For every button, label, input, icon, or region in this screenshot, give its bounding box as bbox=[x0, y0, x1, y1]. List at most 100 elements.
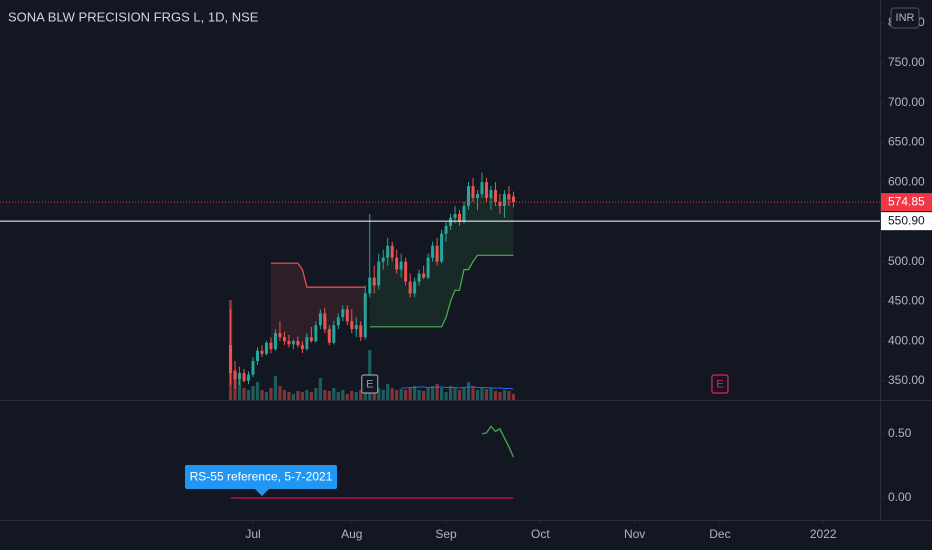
volume-bar bbox=[269, 388, 273, 400]
tooltip-text: RS-55 reference, 5-7-2021 bbox=[190, 470, 333, 484]
candle-body bbox=[341, 309, 345, 318]
candle-body bbox=[417, 273, 421, 282]
volume-bar bbox=[439, 388, 444, 400]
candle-body bbox=[282, 337, 286, 342]
volume-bar bbox=[471, 386, 475, 400]
volume-bar bbox=[350, 391, 354, 400]
volume-bar bbox=[291, 394, 296, 400]
candle-body bbox=[426, 257, 430, 278]
candle-body bbox=[444, 225, 448, 234]
volume-bar bbox=[390, 388, 394, 400]
candle-body bbox=[327, 329, 331, 343]
candle-body bbox=[238, 372, 242, 380]
candle-body bbox=[233, 371, 237, 380]
candle-body bbox=[309, 337, 313, 342]
candle-body bbox=[390, 245, 394, 258]
y-tick-label: 600.00 bbox=[888, 174, 925, 188]
volume-bar bbox=[498, 392, 502, 400]
volume-bar bbox=[444, 392, 448, 400]
candle-body bbox=[381, 257, 385, 262]
y-tick-label: 650.00 bbox=[888, 135, 925, 149]
earnings-label: E bbox=[716, 378, 723, 390]
volume-bar bbox=[341, 390, 345, 400]
candle-body bbox=[291, 341, 295, 345]
volume-bar bbox=[408, 388, 412, 400]
candle-body bbox=[484, 182, 488, 199]
price-label: 574.85 bbox=[888, 194, 925, 208]
volume-bar bbox=[332, 388, 336, 400]
volume-bar bbox=[480, 387, 484, 400]
candle-body bbox=[502, 194, 506, 206]
volume-bar bbox=[381, 390, 385, 400]
candle-body bbox=[300, 345, 304, 350]
y-tick-label: 500.00 bbox=[888, 254, 925, 268]
candle-body bbox=[269, 342, 273, 350]
volume-bar bbox=[354, 392, 358, 400]
candle-body bbox=[386, 245, 390, 258]
candle-body bbox=[404, 261, 408, 282]
y-tick-label: 400.00 bbox=[888, 333, 925, 347]
volume-bar bbox=[251, 386, 255, 400]
volume-bar bbox=[264, 392, 269, 400]
candle-body bbox=[273, 333, 277, 350]
candle-body bbox=[475, 194, 479, 199]
volume-bar bbox=[502, 390, 507, 400]
candle-body bbox=[278, 333, 282, 338]
x-tick-label: Oct bbox=[531, 527, 550, 541]
volume-bar bbox=[435, 384, 439, 400]
earnings-marker[interactable] bbox=[361, 374, 379, 394]
candle-body bbox=[345, 309, 349, 322]
volume-ma bbox=[401, 386, 514, 390]
candle-body bbox=[305, 337, 309, 350]
volume-bar bbox=[489, 388, 493, 400]
volume-bar bbox=[426, 388, 430, 400]
rs-line bbox=[481, 425, 515, 458]
volume-bar bbox=[359, 390, 363, 400]
volume-bar bbox=[462, 388, 466, 400]
candle-body bbox=[255, 350, 259, 362]
candle-body bbox=[467, 186, 471, 206]
volume-bar bbox=[309, 392, 313, 400]
volume-bar bbox=[377, 388, 381, 400]
candle-body bbox=[471, 186, 475, 199]
candle-body bbox=[336, 317, 340, 326]
candle-body bbox=[462, 205, 466, 222]
volume-bar bbox=[300, 392, 304, 400]
volume-bar bbox=[386, 384, 390, 400]
chart-title: SONA BLW PRECISION FRGS L, 1D, NSE bbox=[8, 9, 259, 24]
volume-bar bbox=[395, 390, 399, 400]
volume-bar bbox=[255, 382, 260, 400]
earnings-marker[interactable] bbox=[711, 374, 729, 394]
candle-body bbox=[247, 374, 251, 381]
candle-body bbox=[363, 293, 367, 338]
tooltip-box bbox=[185, 465, 337, 489]
y-tick-label: 450.00 bbox=[888, 294, 925, 308]
volume-bar bbox=[278, 386, 282, 400]
volume-bar bbox=[507, 391, 511, 400]
volume-bar bbox=[404, 390, 408, 400]
candle-body bbox=[323, 313, 327, 330]
candle-body bbox=[395, 257, 399, 270]
candle-body bbox=[507, 194, 511, 200]
volume-bar bbox=[413, 386, 417, 400]
volume-bar bbox=[453, 388, 457, 400]
price-label-box bbox=[881, 193, 932, 212]
candle-body bbox=[511, 196, 515, 203]
currency-box[interactable] bbox=[890, 7, 920, 29]
candle-body bbox=[453, 213, 457, 218]
volume-bar bbox=[399, 389, 403, 400]
candle-body bbox=[449, 217, 453, 226]
volume-bar bbox=[287, 392, 291, 400]
candle-body bbox=[354, 325, 358, 330]
trail-fill bbox=[271, 263, 366, 350]
x-tick-label: Jul bbox=[245, 527, 260, 541]
candle-body bbox=[359, 325, 363, 338]
candle-body bbox=[264, 342, 268, 354]
candle-body bbox=[350, 321, 354, 330]
volume-bar bbox=[242, 388, 246, 400]
candle-body bbox=[377, 261, 381, 286]
volume-bar bbox=[260, 390, 264, 400]
volume-bar bbox=[345, 394, 349, 400]
trail-line bbox=[369, 254, 514, 328]
